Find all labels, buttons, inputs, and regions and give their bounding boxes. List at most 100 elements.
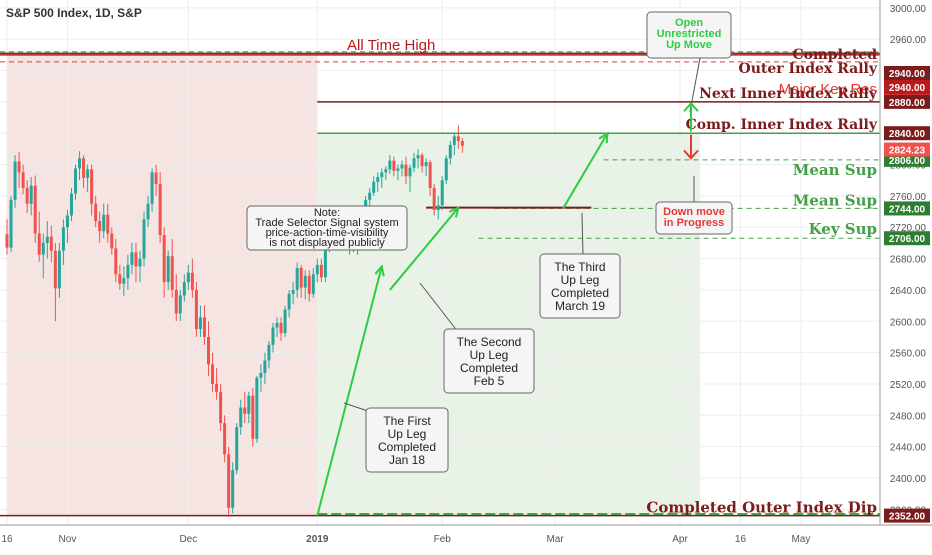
x-tick-label: 2019 [306, 534, 329, 545]
candle-body [29, 185, 33, 204]
candle-body [263, 360, 267, 373]
candle-body [416, 155, 420, 159]
candle-body [170, 256, 174, 290]
candle [53, 242, 57, 322]
candle-body [311, 274, 315, 294]
candle [408, 164, 412, 192]
third-leg-callout-text: The Third [554, 260, 605, 274]
candle-body [182, 282, 186, 296]
candle-body [275, 322, 279, 328]
x-axis-bg [0, 525, 932, 550]
candle [74, 164, 78, 200]
candle [25, 180, 29, 214]
candle [61, 219, 65, 265]
level-label-mean-sup-upper: Mean Sup [793, 161, 877, 179]
candle [114, 238, 118, 283]
candle [118, 264, 122, 290]
candle [271, 322, 275, 353]
candle-body [456, 136, 460, 142]
candle-body [110, 233, 114, 249]
candle [287, 289, 291, 318]
x-tick-label: May [791, 534, 810, 545]
candle-body [45, 236, 49, 243]
level-label-key-sup: Key Sup [809, 220, 877, 238]
candle-body [303, 275, 307, 288]
candle-body [323, 246, 327, 278]
candle-body [82, 158, 86, 178]
candle-body [408, 167, 412, 177]
first-leg-callout-text: Jan 18 [389, 453, 425, 467]
note-box-text: Trade Selector Signal system [255, 217, 398, 229]
candle [41, 233, 45, 279]
y-tick-label: 2960.00 [890, 35, 927, 46]
candle-body [448, 144, 452, 159]
third-leg-callout-text: Up Leg [561, 273, 600, 287]
candle [263, 352, 267, 384]
candle-body [106, 214, 110, 234]
candle-body [138, 258, 142, 267]
candle-body [86, 169, 90, 178]
candle [376, 172, 380, 192]
candle-body [98, 220, 102, 232]
candle-body [202, 317, 206, 337]
candle-body [65, 215, 69, 228]
x-tick-label: Mar [546, 534, 564, 545]
first-leg-callout-text: Up Leg [388, 427, 427, 441]
first-leg-callout-box [365, 407, 449, 473]
candle [384, 166, 388, 181]
badge-outer-dip: 2352.00 [884, 508, 930, 523]
badge-last-price-text: 2824.23 [889, 146, 926, 157]
candle [138, 250, 142, 283]
candle-body [198, 317, 202, 330]
candle-body [150, 172, 154, 204]
y-tick-label: 2760.00 [890, 192, 927, 203]
candle [247, 391, 251, 424]
candle-body [154, 172, 158, 185]
candle-body [166, 256, 170, 283]
candle-body [384, 169, 388, 173]
y-tick-label: 2440.00 [890, 443, 927, 454]
candle-body [211, 364, 215, 384]
candle [65, 210, 69, 243]
candle [49, 225, 53, 263]
second-leg-callout-text: The Second [457, 335, 522, 349]
second-leg-callout-pointer [419, 282, 459, 333]
level-label-mean-sup-lower: Mean Sup [793, 191, 877, 209]
y-tick-label: 2640.00 [890, 286, 927, 297]
candle [452, 133, 456, 156]
candle-body [460, 141, 464, 146]
candle-body [134, 252, 138, 267]
candle-body [307, 275, 311, 294]
candle [45, 220, 49, 259]
candle [380, 168, 384, 189]
candle-body [219, 391, 223, 424]
badge-ath: 2940.00 [884, 80, 930, 94]
down-arrow-head [683, 149, 699, 160]
note-box-box [246, 205, 408, 251]
candle [142, 211, 146, 267]
note-box-text: Note: [314, 207, 340, 219]
open-up-callout-text: Unrestricted [657, 28, 722, 40]
candle [400, 160, 404, 177]
candle [150, 168, 154, 212]
candle [404, 156, 408, 185]
candle [424, 158, 428, 177]
candle-body [428, 162, 432, 189]
candle [146, 195, 150, 228]
candle-body [388, 160, 392, 170]
third-leg-callout-pointer [581, 212, 584, 257]
candle [396, 164, 400, 181]
candle-body [57, 250, 61, 289]
candle [162, 227, 166, 298]
note-box-text: price-action-time-visibility [266, 227, 389, 239]
y-tick-label: 3000.00 [890, 4, 927, 15]
candle [126, 254, 130, 290]
candle [239, 399, 243, 435]
candle-body [186, 272, 190, 283]
badge-comp-inner-rally-text: 2840.00 [889, 129, 926, 140]
y-tick-label: 2520.00 [890, 380, 927, 391]
candle-body [142, 219, 146, 259]
candle-body [412, 158, 416, 168]
